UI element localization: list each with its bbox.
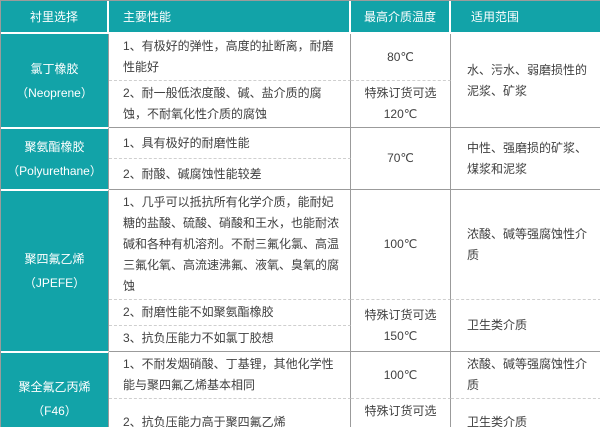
material-name: 聚四氟乙烯 [24,252,85,266]
column-header-performance: 主要性能 [109,1,351,34]
table-row: 聚四氟乙烯 （JPEFE） 1、几乎可以抵抗所有化学介质，能耐妃糖的盐酸、硫酸、… [1,189,600,351]
performance-cell: 1、具有极好的耐磨性能 [109,127,351,158]
temperature-cell: 80℃ [351,34,451,80]
table-row: 氯丁橡胶 （Neoprene） 1、有极好的弹性，高度的扯断离，耐磨性能好 80… [1,34,600,127]
performance-cell: 3、抗负压能力不如氯丁胶想 [109,325,351,351]
performance-cell: 1、几乎可以抵抗所有化学介质，能耐妃糖的盐酸、硫酸、硝酸和王水，也能耐浓碱和各种… [109,189,351,299]
temperature-cell: 70℃ [351,127,451,189]
lining-material-cell: 氯丁橡胶 （Neoprene） [1,34,109,127]
application-cell: 水、污水、弱磨损性的泥浆、矿浆 [467,62,588,98]
temperature-cell: 特殊订货可选 150℃ [351,299,451,351]
performance-cell: 1、不耐发烟硝酸、丁基锂，其他化学性能与聚四氟乙烯基本相同 [109,351,351,398]
column-header-lining: 衬里选择 [1,1,109,34]
performance-cell: 2、耐酸、碱腐蚀性能较差 [109,158,351,189]
application-cell: 卫生类介质 [451,299,600,351]
material-name: 聚全氟乙丙烯 [18,380,91,394]
material-name-en: （JPEFE） [23,276,86,290]
table-row: 2、抗负压能力高于聚四氟乙烯 特殊订货可选 150℃ 卫生类介质 [1,398,600,427]
temperature-cell: 100℃ [351,189,451,299]
column-header-temperature: 最高介质温度 [351,1,451,34]
application-cell: 中性、强磨损的矿浆、煤浆和泥浆 [451,127,600,189]
material-name-en: （Polyurethane） [7,164,102,178]
material-name-en: （Neoprene） [16,85,93,100]
lining-material-cell: 聚氨酯橡胶 （Polyurethane） [1,127,109,189]
application-cell: 浓酸、碱等强腐蚀性介质 [451,351,600,398]
temperature-cell: 特殊订货可选 120℃ [351,80,451,127]
table-row: 2、耐一般低浓度酸、碱、盐介质的腐蚀，不耐氧化性介质的腐蚀 特殊订货可选 120… [1,80,600,127]
performance-cell: 2、抗负压能力高于聚四氟乙烯 [109,398,351,427]
lining-material-cell: 聚全氟乙丙烯 （F46） [1,351,109,427]
header-row: 衬里选择 主要性能 最高介质温度 适用范围 [1,1,600,34]
performance-cell: 1、有极好的弹性，高度的扯断离，耐磨性能好 [109,34,351,80]
performance-cell: 2、耐一般低浓度酸、碱、盐介质的腐蚀，不耐氧化性介质的腐蚀 [109,80,351,127]
temperature-cell: 100℃ [351,351,451,398]
material-name-en: （F46） [32,404,77,418]
application-cell: 卫生类介质 [451,398,600,427]
performance-cell: 2、耐磨性能不如聚氨酯橡胶 [109,299,351,325]
table-row: 2、耐磨性能不如聚氨酯橡胶 特殊订货可选 150℃ 卫生类介质 [1,299,600,351]
application-cell: 浓酸、碱等强腐蚀性介质 [451,189,600,299]
table-row: 2、耐酸、碱腐蚀性能较差 [1,158,600,189]
temperature-cell: 特殊订货可选 150℃ [351,398,451,427]
lining-material-cell: 聚四氟乙烯 （JPEFE） [1,189,109,351]
table-row: 聚氨酯橡胶 （Polyurethane） 1、具有极好的耐磨性能 70℃ 中性、… [1,127,600,189]
table-row: 3、抗负压能力不如氯丁胶想 [1,325,600,351]
material-name: 聚氨酯橡胶 [24,140,85,154]
material-name: 氯丁橡胶 [30,61,79,76]
column-header-range: 适用范围 [451,1,600,34]
table-row: 聚全氟乙丙烯 （F46） 1、不耐发烟硝酸、丁基锂，其他化学性能与聚四氟乙烯基本… [1,351,600,427]
